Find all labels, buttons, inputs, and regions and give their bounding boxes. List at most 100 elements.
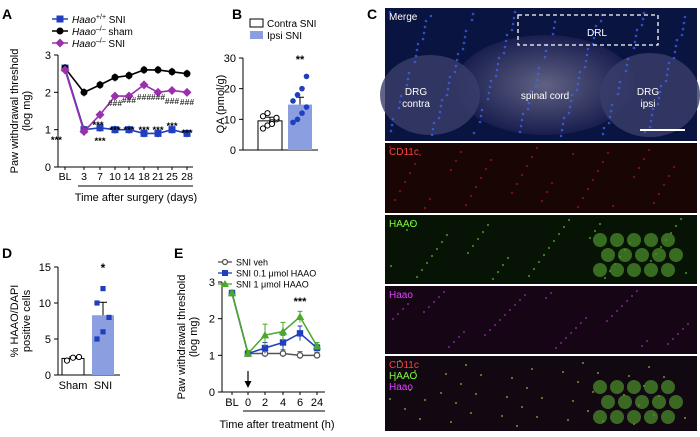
signal-dot-c (405, 228, 409, 232)
nucleus-dot-c (406, 77, 410, 81)
data-point-sham-d (75, 353, 83, 361)
signal-dot-c (459, 150, 463, 154)
data-point-e (227, 288, 237, 297)
image-cd11c-c (385, 143, 697, 213)
nucleus-dot-c (551, 32, 555, 36)
y-tick-label-b: 10 (224, 114, 236, 126)
drg-cell-c (601, 395, 615, 409)
data-point-a (140, 129, 148, 137)
signal-dot-c (681, 327, 685, 331)
legend-gene-a: Haao (72, 15, 96, 26)
nucleus-dot-c (488, 85, 492, 89)
panel-letter-c: C (367, 6, 377, 22)
y-tick-label-d: 15 (39, 262, 51, 274)
legend-condition-a: SNI (106, 39, 125, 50)
nucleus-dot-c (672, 56, 676, 60)
nucleus-dot-c (560, 128, 564, 132)
nucleus-dot-c (478, 120, 482, 124)
data-point-sni-d (100, 286, 106, 292)
nucleus-dot-c (601, 132, 605, 136)
data-point-ipsi-b (299, 110, 305, 116)
signal-dot-c (525, 164, 529, 168)
signal-dot-c (576, 205, 580, 209)
nucleus-dot-c (510, 28, 514, 32)
data-point-sham-d (69, 354, 77, 361)
signal-dot-c (540, 199, 544, 203)
signal-dot-c (540, 396, 544, 400)
nucleus-dot-c (423, 25, 427, 29)
x-tick-label-a: 21 (152, 171, 164, 183)
nucleus-dot-c (528, 95, 532, 99)
nucleus-dot-c (479, 114, 483, 118)
data-point-a (96, 124, 104, 132)
signal-dot-c (410, 221, 414, 225)
legend-label-a: Haao–/– SNI (72, 38, 125, 50)
signal-dot-c (605, 319, 609, 323)
nucleus-dot-c (486, 97, 490, 101)
signal-dot-c (679, 217, 683, 221)
signal-dot-c (442, 290, 446, 294)
signal-dot-c (420, 268, 424, 272)
y-axis-label-a: Paw withdrawal threshold(log mg) (9, 49, 33, 174)
signal-dot-c (388, 145, 392, 149)
nucleus-dot-c (616, 92, 620, 96)
signal-dot-c (632, 175, 636, 179)
nucleus-dot-c (472, 131, 476, 135)
signal-dot-c (464, 203, 468, 207)
data-point-e (312, 341, 322, 350)
nucleus-dot-c (624, 69, 628, 73)
data-point-a (80, 88, 88, 96)
y-axis-label-b: QA (pmol/g) (215, 75, 227, 134)
sig-stars-day3-a: *** (94, 136, 105, 147)
legend-swatch-contra-b (249, 18, 264, 28)
data-point-a (153, 87, 163, 97)
signal-dot-c (503, 313, 507, 317)
signal-dot-c (491, 277, 495, 281)
signal-dot-c (445, 233, 449, 237)
channel-label-c: Haao (389, 290, 413, 301)
nucleus-dot-c (649, 119, 653, 123)
legend-marker-e (221, 258, 229, 266)
nucleus-dot-c (534, 84, 538, 88)
data-point-ipsi-b (290, 119, 296, 126)
signal-dot-c (571, 152, 575, 156)
nucleus-dot-c (512, 16, 516, 20)
signal-dot-c (454, 401, 458, 405)
signal-dot-c (447, 345, 451, 349)
data-point-ipsi-b (294, 116, 301, 123)
drg-cell-c (661, 233, 675, 247)
signal-dot-c (403, 407, 407, 411)
nucleus-dot-c (561, 122, 565, 126)
legend-label-a: Haao+/+ SNI (72, 14, 125, 26)
signal-dot-c (674, 224, 678, 228)
signal-dot-c (398, 359, 402, 363)
signal-dot-c (393, 378, 397, 382)
y-tick-label-a: 0 (45, 162, 51, 174)
signal-dot-c (520, 173, 524, 177)
sig-stars-bl-a: *** (51, 135, 62, 146)
data-point-a (154, 129, 162, 137)
nucleus-dot-c (413, 60, 417, 64)
data-point-a (96, 81, 104, 89)
panel-letter-a: A (2, 6, 12, 22)
panel-letter-e: E (174, 245, 183, 261)
signal-dot-c (481, 230, 485, 234)
signal-dot-c (542, 253, 546, 257)
legend-condition-a: sham (106, 27, 133, 38)
nucleus-dot-c (651, 107, 655, 111)
signal-dot-c (530, 367, 534, 371)
nucleus-dot-c (429, 14, 433, 18)
channel-label-c: Haao (389, 382, 413, 393)
drg-cell-c (661, 380, 675, 394)
nucleus-dot-c (648, 125, 652, 129)
image-haao-rna-c (385, 286, 697, 354)
legend-marker-e (221, 280, 229, 287)
nucleus-dot-c (511, 22, 515, 26)
sig-hashes-a: ### (151, 92, 165, 102)
y-tick-label-b: 30 (224, 53, 236, 65)
signal-dot-c (561, 370, 565, 374)
data-point-contra-b (273, 114, 280, 121)
signal-dot-c (449, 420, 453, 424)
signal-dot-c (545, 190, 549, 194)
signal-dot-c (428, 197, 432, 201)
